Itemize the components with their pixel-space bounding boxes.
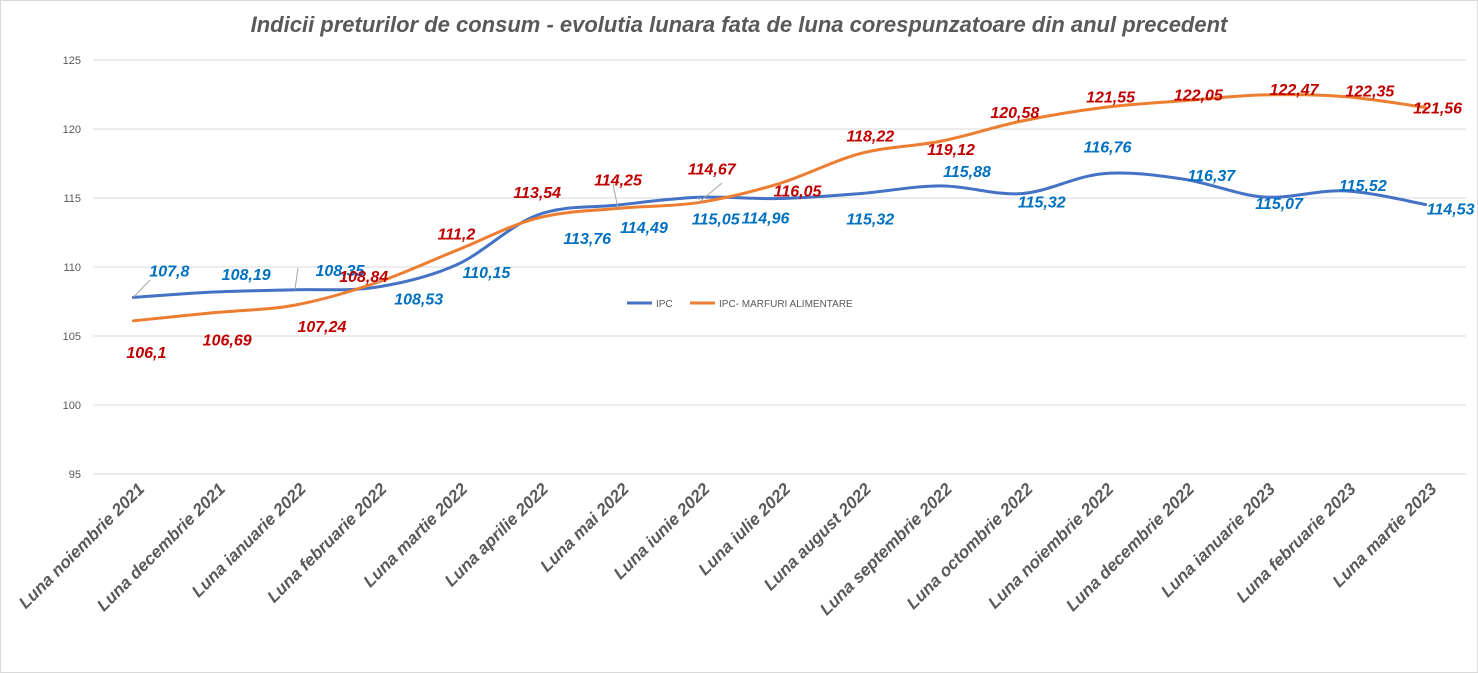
ipc-food-data-label: 120,58 <box>990 105 1039 122</box>
leader-line <box>133 279 151 298</box>
y-tick-label: 100 <box>63 400 81 412</box>
ipc-food-data-label: 114,25 <box>594 172 643 189</box>
ipc-data-label: 114,96 <box>742 211 790 228</box>
ipc-data-label: 110,15 <box>463 265 512 282</box>
legend-ipc-label: IPC <box>656 299 673 310</box>
ipc-food-data-label: 113,54 <box>513 185 561 202</box>
leader-line <box>375 280 382 284</box>
y-tick-label: 110 <box>63 262 81 274</box>
ipc-food-series-line <box>131 93 1428 323</box>
ipc-data-label: 115,32 <box>846 212 894 229</box>
ipc-data-label: 116,76 <box>1084 140 1132 157</box>
ipc-food-data-label: 122,35 <box>1345 84 1395 101</box>
ipc-data-label: 115,05 <box>692 211 741 228</box>
ipc-food-data-label: 106,1 <box>126 345 166 362</box>
ipc-data-label: 115,88 <box>943 164 991 181</box>
y-tick-label: 125 <box>63 55 81 67</box>
ipc-data-label: 108,53 <box>394 291 443 308</box>
ipc-data-label: 107,8 <box>149 263 189 280</box>
ipc-food-data-label: 114,67 <box>688 162 737 179</box>
ipc-data-label: 115,32 <box>1018 195 1066 212</box>
chart-title: Indicii preturilor de consum - evolutia … <box>250 12 1228 37</box>
ipc-data-label: 108,35 <box>315 263 365 280</box>
ipc-data-label: 108,19 <box>222 267 271 284</box>
ipc-food-data-label: 121,56 <box>1413 100 1462 117</box>
ipc-food-data-label: 122,47 <box>1270 82 1320 99</box>
y-tick-label: 115 <box>63 193 81 205</box>
ipc-food-data-label: 118,22 <box>846 129 894 146</box>
ipc-data-label: 113,76 <box>563 231 611 248</box>
y-tick-label: 95 <box>69 469 81 481</box>
ipc-food-data-label: 106,69 <box>203 333 252 350</box>
ipc-food-data-label: 116,05 <box>774 184 823 201</box>
ipc-food-data-label: 119,12 <box>927 142 975 159</box>
ipc-food-data-label: 107,24 <box>297 319 346 336</box>
y-tick-label: 120 <box>63 124 81 136</box>
leader-line <box>294 267 299 290</box>
x-tick-label: Luna septembrie 2022 <box>816 479 956 619</box>
ipc-food-data-label: 108,84 <box>339 269 388 286</box>
legend-ipc-food-label: IPC- MARFURI ALIMENTARE <box>719 299 853 310</box>
leader-line <box>612 183 619 209</box>
ipc-data-label: 115,52 <box>1339 178 1387 195</box>
y-tick-label: 105 <box>63 331 81 343</box>
leader-line <box>698 182 723 203</box>
ipc-data-label: 114,49 <box>620 220 668 237</box>
ipc-data-label: 114,53 <box>1427 201 1475 218</box>
ipc-food-data-label: 111,2 <box>438 226 476 243</box>
ipc-food-data-label: 122,05 <box>1174 88 1224 105</box>
ipc-food-data-label: 121,55 <box>1086 90 1136 107</box>
ipc-data-label: 116,37 <box>1187 168 1236 185</box>
ipc-data-label: 115,07 <box>1255 196 1304 213</box>
